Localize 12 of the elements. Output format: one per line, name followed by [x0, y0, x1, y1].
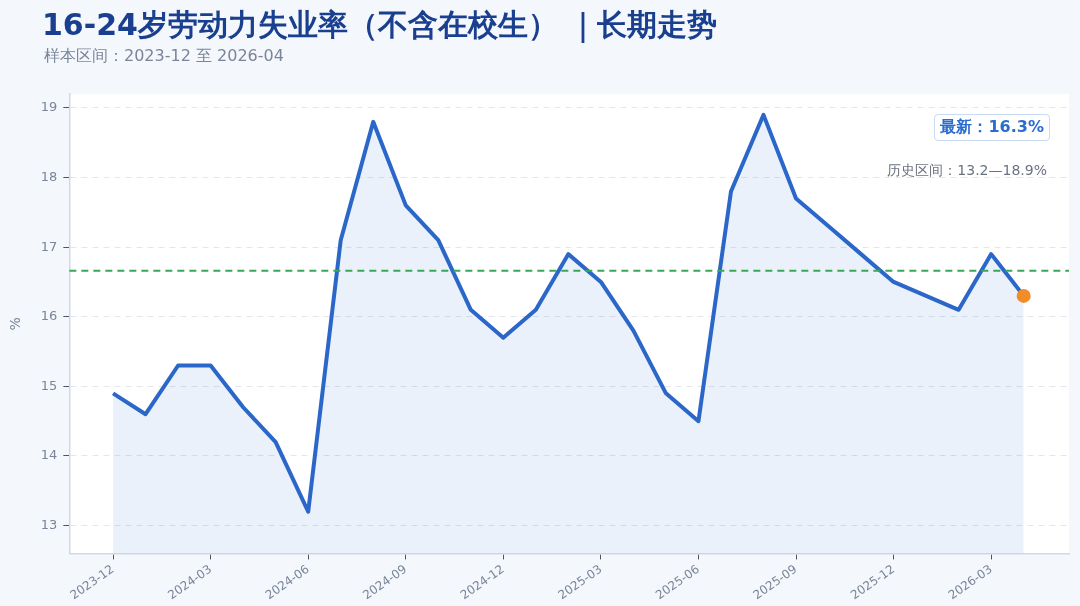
- y-tick-label: 15: [40, 377, 58, 393]
- annotation: 历史区间：13.2—18.9%: [887, 162, 1047, 180]
- y-tick-label: 18: [40, 168, 58, 184]
- annotation: 最新：16.3%: [934, 114, 1050, 141]
- y-tick-label: 19: [40, 99, 58, 115]
- y-tick-label: 14: [40, 447, 58, 463]
- chart-title: 16-24岁劳动力失业率（不含在校生） ｜长期走势: [42, 6, 718, 45]
- y-tick-label: 13: [40, 516, 58, 532]
- y-tick-label: 17: [40, 238, 58, 254]
- y-tick-label: 16: [40, 308, 58, 324]
- chart-subtitle: 样本区间：2023-12 至 2026-04: [44, 46, 284, 67]
- y-axis-title: %: [7, 317, 24, 331]
